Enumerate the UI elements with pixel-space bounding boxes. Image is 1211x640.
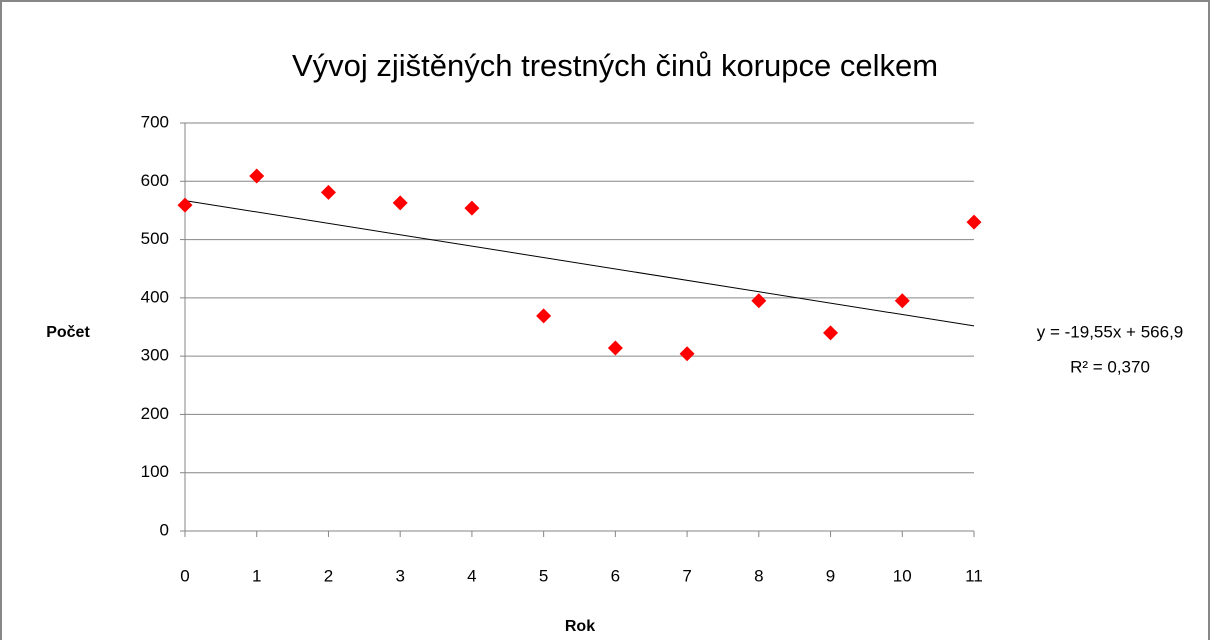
point bbox=[966, 214, 982, 230]
y-tick-label: 600 bbox=[141, 171, 169, 190]
x-tick-label: 7 bbox=[682, 566, 691, 585]
trendline-equation: y = -19,55x + 566,9 bbox=[1037, 322, 1184, 341]
x-tick-label: 9 bbox=[826, 566, 835, 585]
point bbox=[679, 346, 695, 362]
y-tick-label: 700 bbox=[141, 112, 169, 131]
point bbox=[177, 197, 193, 213]
x-tick-label: 6 bbox=[611, 566, 620, 585]
x-tick-label: 5 bbox=[539, 566, 548, 585]
point bbox=[751, 293, 767, 309]
trendline bbox=[184, 200, 975, 327]
x-tick-label: 4 bbox=[467, 566, 476, 585]
y-tick-label: 200 bbox=[141, 404, 169, 423]
x-tick-label: 11 bbox=[965, 566, 983, 585]
point bbox=[249, 168, 265, 184]
point bbox=[536, 308, 552, 324]
point bbox=[392, 195, 408, 211]
x-tick-label: 2 bbox=[324, 566, 333, 585]
x-tick-label: 0 bbox=[180, 566, 189, 585]
y-tick-label: 0 bbox=[160, 520, 169, 539]
y-tick-label: 300 bbox=[141, 346, 169, 365]
trendline-r2: R² = 0,370 bbox=[1070, 357, 1150, 376]
point bbox=[607, 340, 623, 356]
point bbox=[894, 293, 910, 309]
x-tick-label: 8 bbox=[754, 566, 763, 585]
x-tick-label: 1 bbox=[252, 566, 261, 585]
point bbox=[464, 200, 480, 216]
x-tick-label: 3 bbox=[395, 566, 404, 585]
x-tick-label: 10 bbox=[893, 566, 912, 585]
chart-title: Vývoj zjištěných trestných činů korupce … bbox=[292, 48, 938, 83]
point bbox=[823, 325, 839, 341]
point bbox=[320, 184, 336, 200]
y-tick-label: 500 bbox=[141, 229, 169, 248]
y-tick-label: 400 bbox=[141, 287, 169, 306]
y-tick-label: 100 bbox=[141, 462, 169, 481]
x-axis-title: Rok bbox=[565, 618, 595, 635]
y-axis-title: Počet bbox=[46, 324, 90, 341]
